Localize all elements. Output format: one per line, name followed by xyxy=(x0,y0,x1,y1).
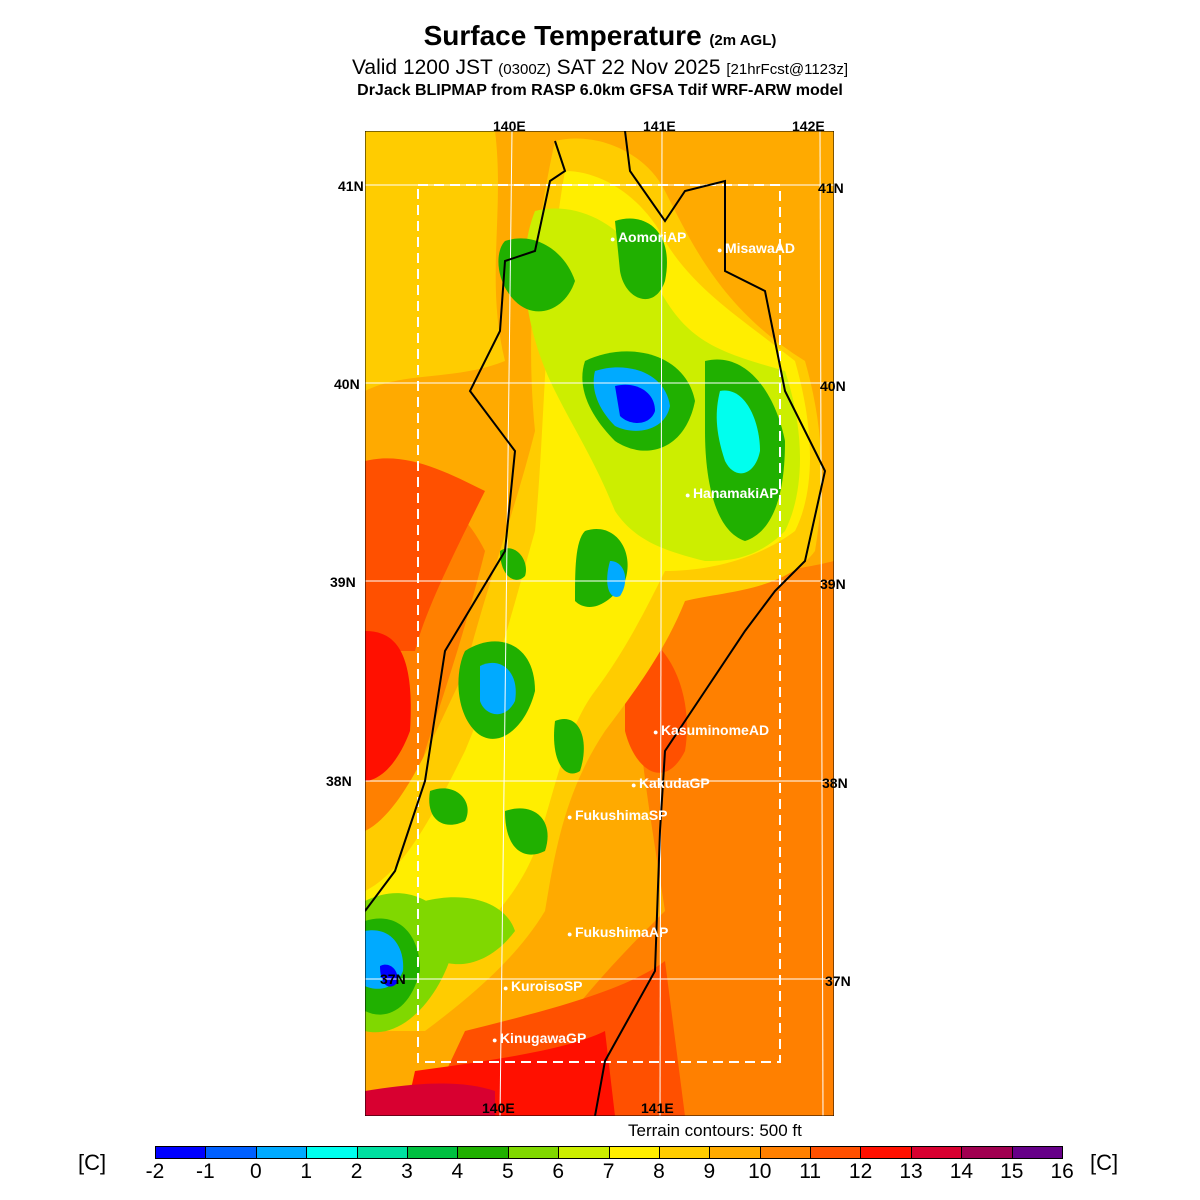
colorbar-swatch xyxy=(659,1147,711,1158)
station-dot-icon: ● xyxy=(503,983,511,993)
map-title: Surface Temperature (2m AGL) xyxy=(423,20,777,51)
station-marker: ● KuroisoSP xyxy=(503,978,583,994)
colorbar-tick-label: 15 xyxy=(1000,1160,1024,1183)
colorbar-swatch xyxy=(710,1147,761,1158)
station-marker: ● MisawaAD xyxy=(717,240,795,256)
lat-label-right: 40N xyxy=(820,378,846,394)
colorbar-tick-label: 14 xyxy=(949,1160,974,1183)
colorbar-unit-right: [C] xyxy=(1090,1150,1119,1175)
colorbar-tick-label: 6 xyxy=(552,1160,565,1183)
colorbar-tick-label: -2 xyxy=(145,1160,165,1183)
temperature-map xyxy=(365,131,834,1116)
colorbar-swatch xyxy=(962,1147,1013,1158)
station-marker: ● KasuminomeAD xyxy=(653,722,769,738)
station-dot-icon: ● xyxy=(567,929,575,939)
colorbar-tick-label: 8 xyxy=(653,1160,665,1183)
colorbar-swatch xyxy=(407,1147,459,1158)
station-dot-icon: ● xyxy=(492,1035,500,1045)
colorbar-swatch xyxy=(206,1147,257,1158)
lon-label-top: 142E xyxy=(792,118,825,134)
colorbar-swatch xyxy=(760,1147,812,1158)
lon-label-top: 140E xyxy=(493,118,526,134)
station-dot-icon: ● xyxy=(653,727,661,737)
station-dot-icon: ● xyxy=(717,245,725,255)
valid-time: Valid 1200 JST (0300Z) SAT 22 Nov 2025 [… xyxy=(351,56,849,79)
colorbar-tick-label: 3 xyxy=(401,1160,413,1183)
colorbar-tick-label: 13 xyxy=(899,1160,923,1183)
lat-label-left: 40N xyxy=(334,376,360,392)
colorbar-tick-label: -1 xyxy=(196,1160,215,1183)
colorbar-tick-label: 4 xyxy=(451,1160,464,1183)
colorbar-tick-label: 9 xyxy=(703,1160,716,1183)
lat-label-left: 39N xyxy=(330,574,356,590)
station-marker: ● KinugawaGP xyxy=(492,1030,586,1046)
station-marker: ● FukushimaSP xyxy=(567,807,668,823)
station-label: AomoriAP xyxy=(617,229,687,245)
colorbar-tick-label: 5 xyxy=(501,1160,514,1183)
colorbar-tick-label: 2 xyxy=(350,1160,363,1183)
colorbar-swatch xyxy=(1012,1147,1063,1158)
station-label: KuroisoSP xyxy=(510,978,583,994)
lat-label-right: 39N xyxy=(820,576,846,592)
model-subtitle: DrJack BLIPMAP from RASP 6.0km GFSA Tdif… xyxy=(357,82,843,99)
colorbar-tick-label: 0 xyxy=(249,1160,262,1183)
station-marker: ● AomoriAP xyxy=(610,229,686,245)
lat-label-left: 37N xyxy=(380,971,406,987)
colorbar-swatch xyxy=(307,1147,358,1158)
station-marker: ● KakudaGP xyxy=(631,775,710,791)
lat-label-left: 41N xyxy=(338,178,364,194)
colorbar-tick-label: 10 xyxy=(748,1160,772,1183)
colorbar-tick-label: 11 xyxy=(799,1160,822,1183)
colorbar-swatch xyxy=(811,1147,862,1158)
station-dot-icon: ● xyxy=(685,490,693,500)
colorbar-swatch xyxy=(861,1147,912,1158)
colorbar-unit-left: [C] xyxy=(78,1150,107,1175)
colorbar-swatch xyxy=(911,1147,963,1158)
station-label: KinugawaGP xyxy=(499,1030,587,1046)
lat-label-right: 37N xyxy=(825,973,851,989)
colorbar-tick-label: 7 xyxy=(602,1160,615,1183)
station-marker: ● HanamakiAP xyxy=(685,485,779,501)
station-marker: ● FukushimaAP xyxy=(567,924,668,940)
colorbar-swatch xyxy=(256,1147,308,1158)
colorbar-swatch xyxy=(508,1147,560,1158)
colorbar-swatch xyxy=(458,1147,509,1158)
colorbar-swatch xyxy=(357,1147,408,1158)
colorbar-swatch xyxy=(609,1147,660,1158)
colorbar-swatch xyxy=(559,1147,610,1158)
station-dot-icon: ● xyxy=(610,234,618,244)
colorbar-swatch xyxy=(156,1147,207,1158)
colorbar xyxy=(155,1146,1064,1159)
colorbar-tick-label: 12 xyxy=(848,1160,873,1183)
station-label: KakudaGP xyxy=(638,775,710,791)
station-label: FukushimaSP xyxy=(574,807,668,823)
colorbar-tick-label: 16 xyxy=(1050,1160,1074,1183)
lat-label-right: 41N xyxy=(818,180,844,196)
station-label: HanamakiAP xyxy=(692,485,779,501)
station-label: MisawaAD xyxy=(724,240,795,256)
station-label: FukushimaAP xyxy=(574,924,669,940)
lon-label-bottom: 141E xyxy=(641,1100,674,1116)
station-dot-icon: ● xyxy=(631,780,639,790)
lat-label-right: 38N xyxy=(822,775,848,791)
lon-label-top: 141E xyxy=(643,118,676,134)
colorbar-tick-label: 1 xyxy=(300,1160,313,1183)
terrain-contours-note: Terrain contours: 500 ft xyxy=(628,1121,802,1140)
lat-label-left: 38N xyxy=(326,773,352,789)
lon-label-bottom: 140E xyxy=(482,1100,515,1116)
station-dot-icon: ● xyxy=(567,812,575,822)
station-label: KasuminomeAD xyxy=(660,722,770,738)
